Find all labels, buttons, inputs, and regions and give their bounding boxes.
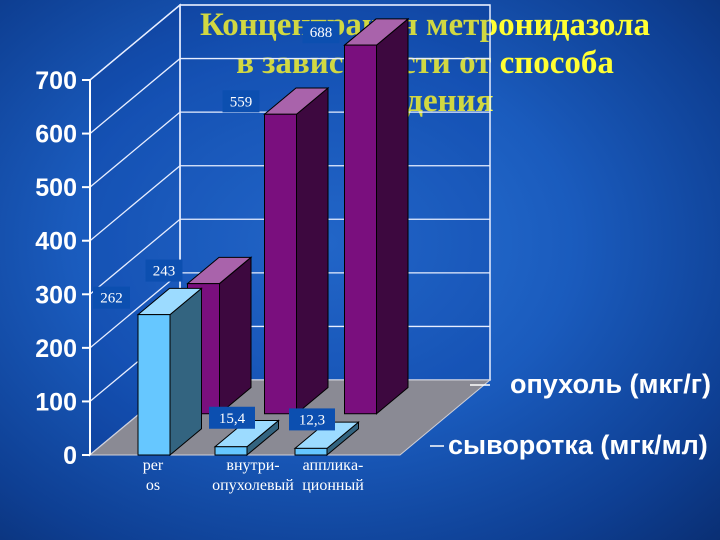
data-label-text: 15,4 — [219, 411, 246, 427]
bar-serum-1 — [213, 419, 280, 457]
chart-title: Концентрация метронидазола в зависимости… — [130, 6, 720, 120]
data-label-text: 243 — [153, 264, 176, 280]
y-tick-label: 700 — [35, 67, 77, 95]
y-tick-label: 300 — [35, 281, 77, 309]
bar-side — [376, 17, 409, 415]
data-labels: 243 559 688 262 15,4 12,3 — [93, 21, 340, 431]
bar-side — [169, 287, 202, 457]
data-label: 262 — [93, 286, 130, 309]
y-tick-label: 100 — [35, 388, 77, 416]
bar-serum-0 — [136, 287, 203, 457]
y-tick-label: 0 — [63, 442, 77, 470]
x-category-label: опухолевый — [212, 477, 294, 494]
bar-tumor-1 — [263, 86, 330, 415]
legend: опухоль (мкг/г) сыворотка (мгк/мл) — [430, 369, 711, 460]
chart-bars — [136, 17, 410, 457]
x-category-label: аппликa- — [303, 457, 364, 474]
bar-front — [264, 113, 297, 415]
data-label-box — [209, 406, 255, 429]
y-axis: 0 100 200 300 400 500 600 700 — [35, 67, 91, 470]
gridline — [89, 4, 490, 81]
bar-front — [137, 314, 171, 456]
data-label-box — [93, 286, 130, 309]
title-line-1: Концентрация метронидазола — [200, 7, 651, 43]
bar-side — [219, 256, 252, 415]
bar-front — [214, 446, 248, 456]
x-category-label: per — [143, 457, 164, 474]
data-label: 243 — [145, 259, 183, 282]
bar-front — [344, 44, 377, 415]
title-line-2: в зависимости от способа — [236, 45, 614, 81]
bar-side — [296, 86, 329, 415]
data-label: 15,4 — [209, 406, 255, 429]
data-label-box — [302, 21, 340, 44]
x-category-label: ционный — [302, 477, 364, 494]
data-label-text: 559 — [230, 94, 253, 110]
legend-entry: опухоль (мкг/г) — [510, 369, 711, 399]
legend-entry: сыворотка (мгк/мл) — [448, 430, 708, 460]
y-tick-label: 500 — [35, 174, 77, 202]
x-category-label: внутри- — [226, 457, 279, 474]
x-axis: per os внутри-опухолевый аппликa-ционный — [143, 457, 364, 494]
data-label-box — [289, 408, 335, 431]
x-category-label: os — [146, 477, 160, 494]
data-label-text: 688 — [310, 25, 333, 41]
data-label: 12,3 — [289, 408, 335, 431]
y-tick-label: 200 — [35, 335, 77, 363]
bar-serum-2 — [293, 421, 360, 457]
y-tick-label: 600 — [35, 121, 77, 149]
data-label-box — [222, 90, 260, 113]
y-tick-label: 400 — [35, 228, 77, 256]
data-label: 559 — [222, 90, 260, 113]
data-label-text: 262 — [100, 291, 123, 307]
data-label-box — [145, 259, 183, 282]
bar-tumor-2 — [343, 17, 410, 415]
data-label: 688 — [302, 21, 340, 44]
bar-front — [294, 447, 328, 456]
data-label-text: 12,3 — [299, 412, 325, 428]
